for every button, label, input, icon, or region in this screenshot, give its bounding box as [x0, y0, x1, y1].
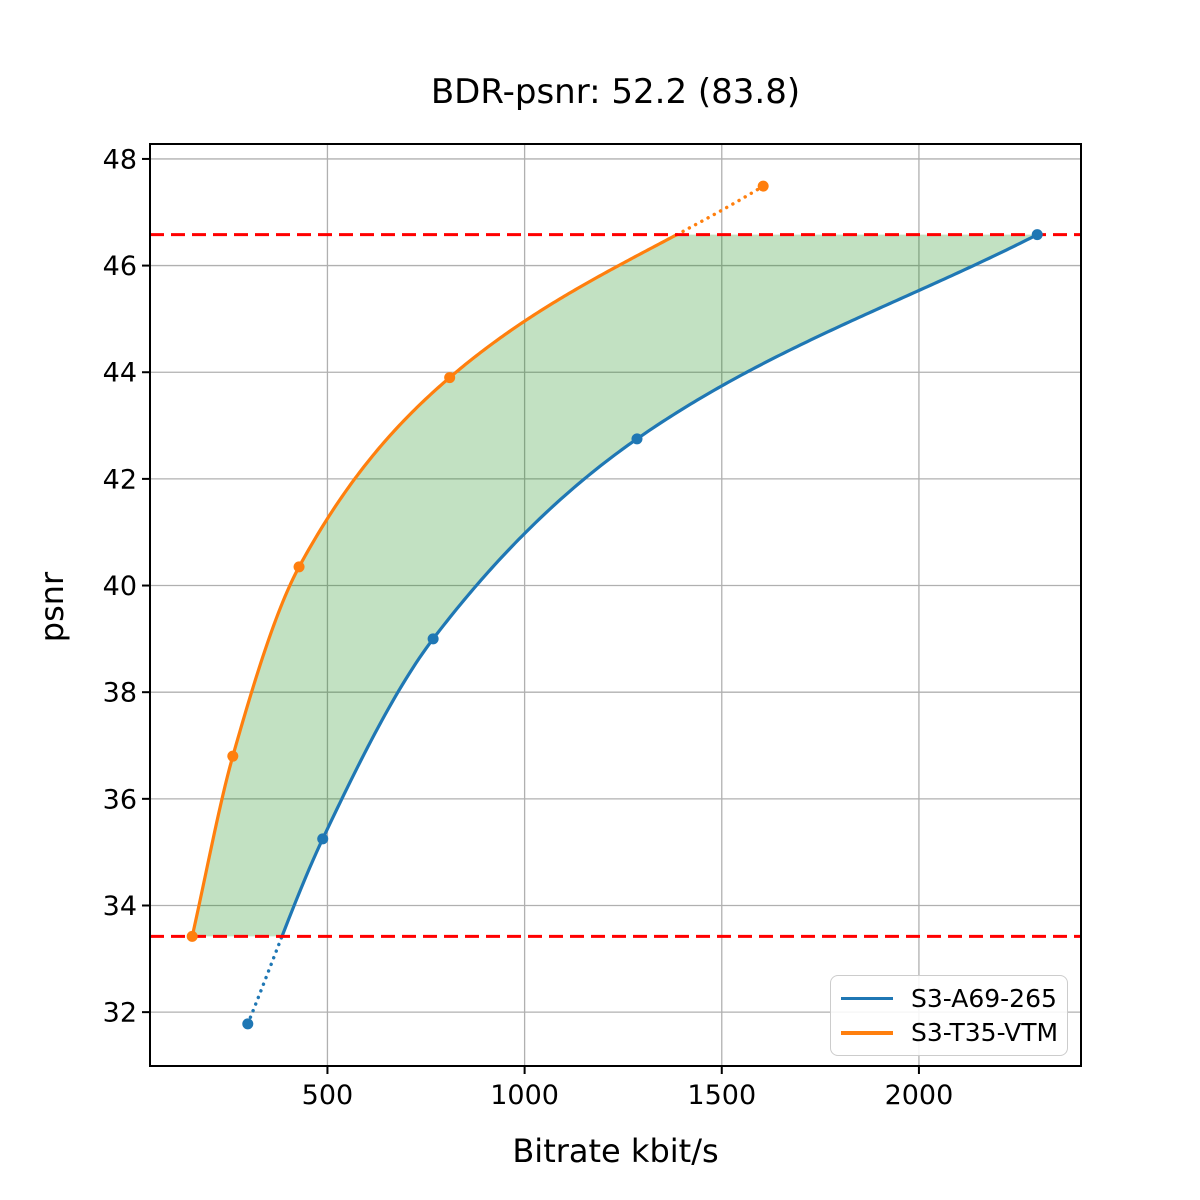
chart-title: BDR-psnr: 52.2 (83.8): [430, 72, 801, 112]
x-tick-label: 1500: [687, 1080, 756, 1111]
data-point-marker: [444, 372, 456, 384]
y-tick-label: 46: [103, 251, 137, 282]
x-tick-label: 1000: [490, 1080, 559, 1111]
legend-item-s3-a69-265: S3-A69-265: [841, 984, 1057, 1013]
y-tick-label: 48: [103, 144, 137, 175]
series-line-dotted-s3-a69-265: [246, 934, 284, 1026]
x-tick-label: 2000: [885, 1080, 954, 1111]
data-point-marker: [631, 433, 643, 445]
legend-label: S3-A69-265: [911, 983, 1057, 1013]
y-tick-label: 36: [103, 784, 137, 815]
legend-line-sample-blue: [841, 996, 893, 1000]
y-tick-label: 38: [103, 678, 137, 709]
data-point-marker: [242, 1018, 254, 1030]
legend-label: S3-T35-VTM: [911, 1018, 1059, 1048]
series-line-s3-t35-vtm: [190, 233, 678, 937]
data-point-marker: [186, 930, 198, 942]
y-axis-label: psnr: [33, 571, 71, 643]
data-point-marker: [317, 833, 329, 845]
legend-item-s3-t35-vtm: S3-T35-VTM: [841, 1018, 1059, 1048]
x-axis-label: Bitrate kbit/s: [512, 1132, 719, 1170]
data-point-marker: [757, 180, 769, 192]
legend: S3-A69-265 S3-T35-VTM: [830, 975, 1068, 1056]
y-tick-label: 34: [103, 891, 137, 922]
data-point-marker: [427, 633, 439, 645]
series-line-dotted-s3-t35-vtm: [675, 184, 765, 237]
y-tick-label: 40: [103, 571, 137, 602]
fill-region: [192, 234, 1038, 937]
y-tick-label: 44: [103, 358, 137, 389]
series-line-s3-a69-265: [280, 233, 1038, 938]
legend-line-sample-orange: [841, 1031, 893, 1035]
data-point-marker: [293, 561, 305, 573]
data-point-marker: [227, 750, 239, 762]
data-point-marker: [1031, 229, 1043, 241]
y-tick-label: 42: [103, 464, 137, 495]
plot-border: [149, 143, 1082, 1067]
x-tick-label: 500: [302, 1080, 354, 1111]
y-tick-label: 32: [103, 998, 137, 1029]
